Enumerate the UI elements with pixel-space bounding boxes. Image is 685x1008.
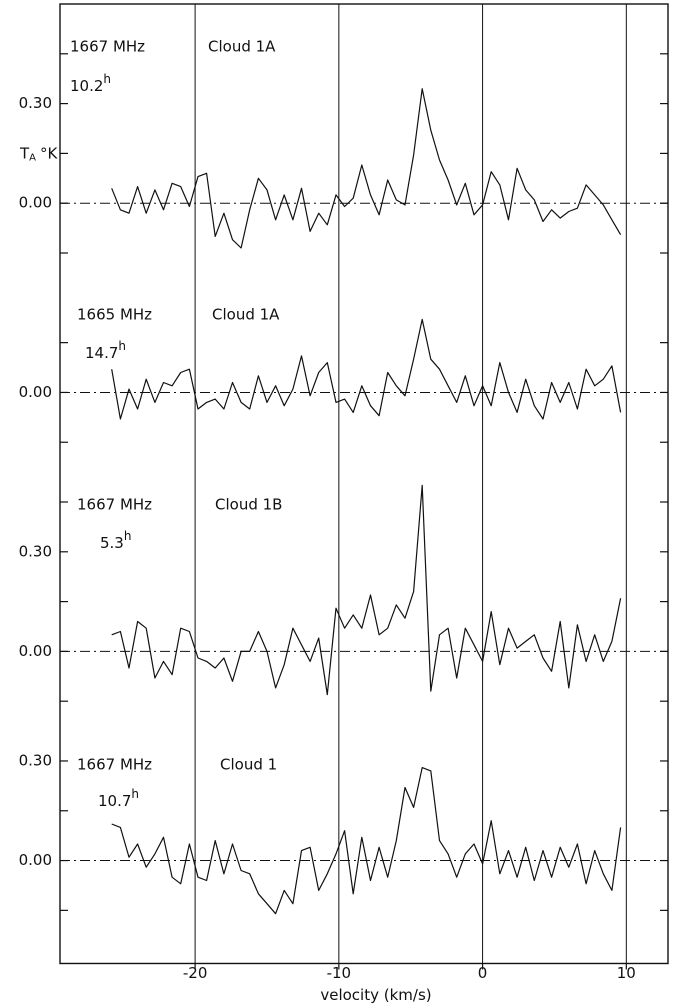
spectrum bbox=[111, 318, 622, 420]
integration-value: 10.2 bbox=[70, 77, 103, 95]
integration-value: 10.7 bbox=[98, 792, 131, 810]
frequency-label: 1667 MHz bbox=[77, 496, 152, 514]
source-label: Cloud 1B bbox=[215, 496, 282, 514]
y-tick-label: 0.30 bbox=[19, 94, 52, 112]
integration-unit: h bbox=[124, 529, 132, 543]
x-tick-label: 10 bbox=[617, 964, 636, 982]
y-axis-label: TA °K bbox=[19, 144, 59, 164]
frequency-label: 1667 MHz bbox=[77, 756, 152, 774]
integration-label: 10.7h bbox=[98, 787, 139, 810]
spectrum bbox=[111, 767, 622, 915]
y-tick-label: 0.30 bbox=[19, 542, 52, 560]
integration-unit: h bbox=[103, 72, 111, 86]
y-label-subscript: A bbox=[29, 152, 36, 163]
x-tick-label: -20 bbox=[183, 964, 208, 982]
y-tick-label: 0.30 bbox=[19, 751, 52, 769]
y-tick-label: 0.00 bbox=[19, 383, 52, 401]
x-tick-label: 0 bbox=[478, 964, 488, 982]
source-label: Cloud 1 bbox=[220, 756, 277, 774]
spectrum bbox=[111, 88, 622, 249]
source-label: Cloud 1A bbox=[208, 38, 276, 56]
frequency-label: 1667 MHz bbox=[70, 38, 145, 56]
integration-unit: h bbox=[131, 787, 139, 801]
source-label: Cloud 1A bbox=[212, 306, 280, 324]
y-tick-label: 0.00 bbox=[19, 642, 52, 660]
y-tick-label: 0.00 bbox=[19, 194, 52, 212]
x-axis-label: velocity (km/s) bbox=[320, 986, 431, 1004]
integration-label: 14.7h bbox=[85, 339, 126, 362]
integration-label: 5.3h bbox=[100, 529, 131, 552]
frequency-label: 1665 MHz bbox=[77, 306, 152, 324]
integration-label: 10.2h bbox=[70, 72, 111, 95]
y-tick-label: 0.00 bbox=[19, 851, 52, 869]
y-label-symbol: T bbox=[19, 144, 30, 162]
integration-unit: h bbox=[118, 339, 126, 353]
x-tick-label: -10 bbox=[327, 964, 352, 982]
y-label-unit: °K bbox=[40, 144, 59, 162]
integration-value: 14.7 bbox=[85, 344, 118, 362]
integration-value: 5.3 bbox=[100, 534, 124, 552]
plot-frame bbox=[59, 3, 669, 965]
spectrum bbox=[111, 484, 622, 696]
